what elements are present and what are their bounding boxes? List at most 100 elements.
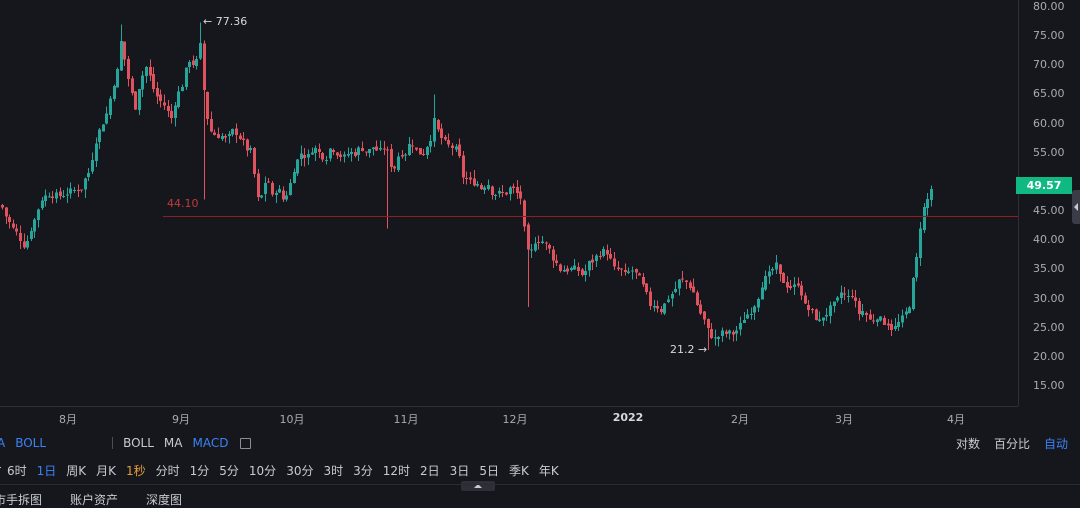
candle-body <box>750 313 753 315</box>
candle-body <box>339 154 342 158</box>
timeframe-9[interactable]: 30分 <box>286 463 314 478</box>
candle-body <box>692 286 695 293</box>
candle-body <box>26 240 29 248</box>
chart-plot[interactable] <box>0 0 1018 406</box>
edit-indicators-icon[interactable] <box>240 437 252 449</box>
time-tick-label: 12月 <box>502 413 528 426</box>
candle-body <box>840 292 843 299</box>
timeframe-3[interactable]: 月K <box>96 463 116 478</box>
candle-body <box>854 297 857 302</box>
candle-body <box>84 178 87 190</box>
timeframe-5[interactable]: 分时 <box>155 463 180 478</box>
timeframe-10[interactable]: 3时 <box>323 463 344 478</box>
candle-body <box>915 257 918 278</box>
timeframe-4[interactable]: 1秒 <box>125 463 146 478</box>
timeframe-14[interactable]: 3日 <box>449 463 470 478</box>
candle-body <box>167 105 170 111</box>
candle-body <box>15 228 18 232</box>
candlestick-series <box>1 22 933 350</box>
candle-body <box>440 128 443 139</box>
candle-body <box>725 331 728 334</box>
timeframe-8[interactable]: 10分 <box>248 463 277 478</box>
timeframe-13[interactable]: 2日 <box>420 463 440 478</box>
timeframe-15[interactable]: 5日 <box>479 463 499 478</box>
timeframe-2[interactable]: 周K <box>66 463 87 478</box>
candle-body <box>678 279 681 289</box>
candle-body <box>393 166 396 169</box>
candle-body <box>19 233 22 242</box>
candle-body <box>656 305 659 309</box>
candle-body <box>372 147 375 149</box>
price-level-label: 44.10 <box>167 197 199 210</box>
candle-body <box>606 249 609 255</box>
candle-body <box>573 265 576 270</box>
indicator-boll[interactable]: BOLL <box>123 436 154 450</box>
candle-body <box>584 271 587 276</box>
candle-body <box>566 268 569 272</box>
candle-body <box>98 129 101 142</box>
log-scale-button[interactable]: 对数 <box>955 436 980 451</box>
candle-body <box>174 105 177 119</box>
candle-body <box>800 285 803 296</box>
candle-body <box>447 140 450 145</box>
timeframe-6[interactable]: 1分 <box>189 463 210 478</box>
timeframe-17[interactable]: 年K <box>538 463 559 478</box>
candle-body <box>1 205 4 208</box>
price-tick-label: 55.00 <box>1033 145 1065 159</box>
candle-body <box>73 189 76 191</box>
candle-body <box>527 224 530 250</box>
timeframe-11[interactable]: 3分 <box>353 463 373 478</box>
candle-body <box>602 249 605 257</box>
collapse-panel-icon[interactable] <box>461 481 495 491</box>
panel-handle-icon[interactable] <box>1072 190 1080 224</box>
candle-body <box>365 151 368 153</box>
candle-body <box>163 102 166 106</box>
indicator-ma[interactable]: MA <box>163 436 183 450</box>
candle-body <box>257 173 260 197</box>
timeframe-1[interactable]: 1日 <box>36 463 57 478</box>
candle-body <box>195 58 198 66</box>
candle-body <box>703 311 706 320</box>
candle-body <box>825 314 828 317</box>
price-tick-label: 30.00 <box>1033 291 1065 305</box>
candle-body <box>181 87 184 92</box>
candle-body <box>289 183 292 195</box>
price-chart[interactable]: 44.10 ← 77.36 21.2 → 80.00 75.00 70.00 65.0… <box>0 0 1080 428</box>
time-axis[interactable]: 8月 9月 10月 11月 12月 2022 2月 3月 4月 <box>0 406 1018 429</box>
indicator-a[interactable]: A <box>0 436 6 450</box>
timeframe-partial[interactable]: r <box>0 463 1 477</box>
percent-scale-button[interactable]: 百分比 <box>993 436 1030 451</box>
divider <box>112 437 114 449</box>
candle-body <box>519 191 522 199</box>
timeframe-12[interactable]: 12时 <box>382 463 411 478</box>
candle-body <box>221 135 224 139</box>
candle-body <box>822 317 825 321</box>
candle-body <box>872 320 875 322</box>
timeframe-16[interactable]: 季K <box>508 463 529 478</box>
price-tick-label: 80.00 <box>1033 0 1065 13</box>
time-tick-label: 8月 <box>59 413 77 426</box>
candle-body <box>685 280 688 282</box>
candle-body <box>890 324 893 330</box>
candle-body <box>296 159 299 174</box>
candle-body <box>5 207 8 217</box>
candle-body <box>397 156 400 170</box>
candle-body <box>807 304 810 310</box>
candle-body <box>224 135 227 138</box>
candle-body <box>728 330 731 334</box>
candle-body <box>408 143 411 156</box>
timeframe-7[interactable]: 5分 <box>219 463 239 478</box>
price-axis[interactable]: 80.0075.0070.0065.0060.0055.0050.0045.00… <box>1018 0 1080 406</box>
candle-body <box>152 74 155 89</box>
candle-body <box>775 262 778 270</box>
candle-body <box>746 314 749 319</box>
indicator-boll-main[interactable]: BOLL <box>15 436 47 450</box>
candle-body <box>437 119 440 130</box>
candle-body <box>390 148 393 167</box>
auto-scale-button[interactable]: 自动 <box>1043 436 1068 451</box>
price-tick-label: 25.00 <box>1033 320 1065 334</box>
candle-body <box>44 195 47 202</box>
indicator-macd[interactable]: MACD <box>192 436 229 450</box>
timeframe-0[interactable]: 6时 <box>6 463 27 478</box>
candle-body <box>919 228 922 259</box>
